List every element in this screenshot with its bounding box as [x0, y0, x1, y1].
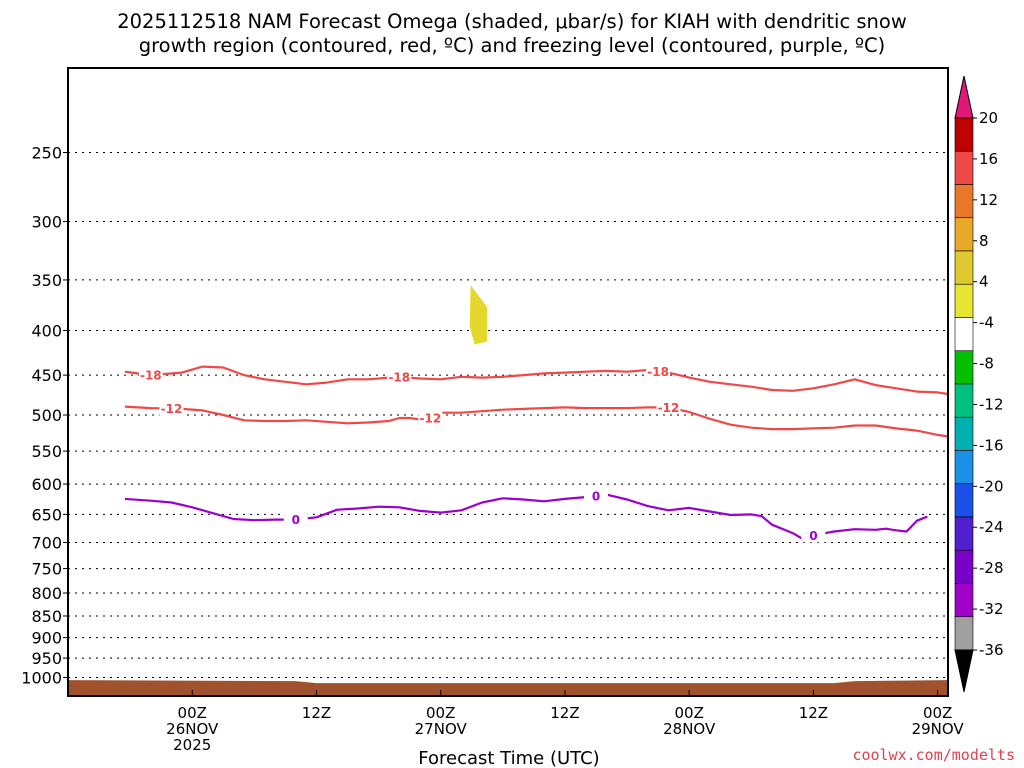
colorbar-seg-12: [954, 516, 974, 551]
x-tick-label-5-1: 12Z: [799, 704, 828, 722]
y-tick-label-600: 600: [31, 475, 62, 494]
x-tick-label-3-1: 12Z: [550, 704, 579, 722]
colorbar-label-1: 16: [979, 150, 998, 168]
surface-fill: [68, 680, 948, 696]
plot-frame: [67, 67, 949, 697]
colorbar-seg-0: [954, 117, 974, 152]
colorbar-label-9: -20: [979, 477, 1004, 495]
colorbar-seg-4: [954, 250, 974, 285]
colorbar-label-12: -32: [979, 600, 1004, 618]
omega-patch-group: [469, 285, 488, 345]
colorbar-seg-11: [954, 483, 974, 518]
x-tick-label-0-2: 26NOV: [166, 720, 219, 738]
contour-label-1-0: -12: [161, 402, 183, 416]
y-tick-label-500: 500: [31, 406, 62, 425]
y-tick-label-300: 300: [31, 213, 62, 232]
contour-label-2-0: 0: [292, 513, 300, 527]
y-tick-label-900: 900: [31, 629, 62, 648]
x-tick-label-2-2: 27NOV: [415, 720, 468, 738]
colorbar-bottom-arrow: [954, 649, 974, 693]
colorbar-seg-1: [954, 150, 974, 185]
y-tick-label-800: 800: [31, 584, 62, 603]
y-tick-label-1000: 1000: [21, 669, 62, 688]
contour-label-0-2: -18: [647, 365, 669, 379]
x-tick-label-1-1: 12Z: [302, 704, 331, 722]
contour-lines: -18 -18 -18 -12 -12 -12 0 0 0: [124, 364, 949, 543]
colorbar-seg-13: [954, 549, 974, 584]
contour-line-2: [124, 493, 928, 541]
contour-label-bg-1-0: [159, 401, 184, 416]
y-tick-label-950: 950: [31, 649, 62, 668]
colorbar-seg-3: [954, 217, 974, 252]
colorbar-seg-6: [954, 317, 974, 352]
colorbar-seg-10: [954, 450, 974, 485]
colorbar-seg-7: [954, 350, 974, 385]
colorbar-seg-14: [954, 583, 974, 618]
plot-background: [68, 68, 948, 696]
contour-label-bg-0-0: [138, 368, 163, 383]
colorbar-seg-2: [954, 184, 974, 219]
colorbar-label-2: 12: [979, 191, 998, 209]
contour-label-2-2: 0: [809, 529, 817, 543]
chart-title-line2: growth region (contoured, red, ºC) and f…: [139, 34, 886, 57]
colorbar-seg-15: [954, 616, 974, 651]
contour-label-bg-1-2: [656, 400, 681, 415]
colorbar-top-arrow: [954, 75, 974, 119]
colorbar-label-4: 4: [979, 273, 989, 291]
contour-line-1: [124, 405, 949, 438]
contour-label-0-1: -18: [388, 370, 410, 384]
contour-line-0: [124, 365, 949, 396]
x-axis-title: Forecast Time (UTC): [418, 748, 599, 768]
colorbar-label-3: 8: [979, 232, 989, 250]
plot-area: -18 -18 -18 -12 -12 -12 0 0 0: [67, 67, 949, 697]
y-tick-label-850: 850: [31, 607, 62, 626]
y-tick-label-650: 650: [31, 505, 62, 524]
colorbar: 20 16 12 8 4 -4 -8 -12 -16 -20 -24 -28 -32 -36: [954, 75, 1004, 693]
colorbar-label-8: -16: [979, 436, 1004, 454]
x-tick-label-0-1: 00Z: [178, 704, 207, 722]
y-tick-label-250: 250: [31, 144, 62, 163]
colorbar-label-6: -8: [979, 355, 994, 373]
x-tick-label-2-1: 00Z: [426, 704, 455, 722]
colorbar-label-10: -24: [979, 518, 1004, 536]
x-tick-label-6-2: 29NOV: [912, 720, 965, 738]
contour-label-1-1: -12: [420, 412, 442, 426]
colorbar-seg-9: [954, 416, 974, 451]
colorbar-seg-8: [954, 383, 974, 418]
colorbar-label-13: -36: [979, 641, 1004, 659]
y-tick-label-350: 350: [31, 271, 62, 290]
y-tick-label-750: 750: [31, 560, 62, 579]
x-tick-label-4-1: 00Z: [674, 704, 703, 722]
y-axis-ticks: 250 300 350 400 450 500 550 600 650 700 750 800 850 9…: [21, 144, 68, 688]
y-tick-label-400: 400: [31, 322, 62, 341]
omega-patch: [469, 285, 488, 345]
contour-label-bg-2-2: [801, 528, 826, 543]
y-tick-label-450: 450: [31, 366, 62, 385]
contour-label-2-1: 0: [592, 489, 600, 503]
contour-label-bg-0-1: [387, 369, 412, 384]
colorbar-label-5: -4: [979, 314, 994, 332]
colorbar-seg-5: [954, 283, 974, 318]
contour-label-1-2: -12: [658, 401, 680, 415]
colorbar-label-0: 20: [979, 109, 998, 127]
y-tick-label-700: 700: [31, 533, 62, 552]
contour-label-bg-1-1: [418, 411, 443, 426]
credit-text[interactable]: coolwx.com/modelts: [852, 746, 1015, 764]
surface-ground: [68, 680, 948, 696]
x-tick-label-4-2: 28NOV: [663, 720, 716, 738]
contour-label-bg-2-0: [283, 512, 308, 527]
contour-label-bg-2-1: [584, 488, 608, 503]
colorbar-label-11: -28: [979, 559, 1004, 577]
contour-label-bg-0-2: [646, 364, 671, 379]
y-tick-label-550: 550: [31, 442, 62, 461]
x-tick-label-0-3: 2025: [173, 736, 211, 754]
chart-title-line1: 2025112518 NAM Forecast Omega (shaded, μ…: [117, 10, 907, 33]
colorbar-label-7: -12: [979, 395, 1004, 413]
contour-label-0-0: -18: [140, 369, 162, 383]
x-tick-label-6-1: 00Z: [923, 704, 952, 722]
